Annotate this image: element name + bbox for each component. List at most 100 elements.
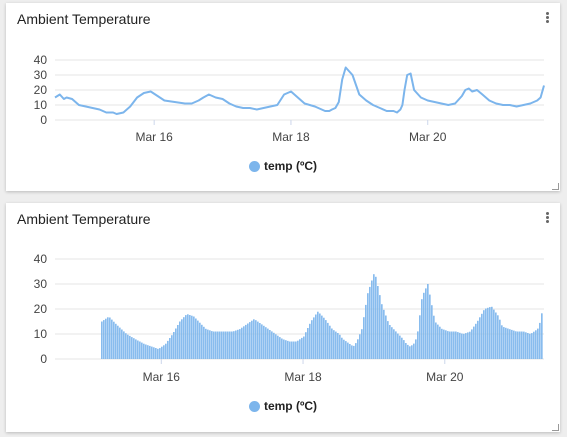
bar: [329, 325, 331, 359]
bar: [407, 344, 409, 359]
series-line: [54, 66, 545, 115]
bar: [291, 341, 293, 359]
bar: [457, 332, 459, 359]
resize-handle-icon[interactable]: [552, 183, 559, 190]
bar: [357, 339, 359, 359]
bar: [471, 329, 473, 359]
bar: [235, 330, 237, 359]
bar: [293, 341, 295, 359]
bar: [419, 315, 421, 359]
bar: [493, 309, 495, 359]
bar: [455, 331, 457, 359]
bar: [295, 341, 297, 359]
bar: [405, 343, 407, 359]
bar: [289, 341, 291, 359]
bar: [539, 322, 541, 359]
more-vert-icon[interactable]: [544, 12, 550, 26]
chart-legend[interactable]: temp (ºC): [6, 159, 560, 173]
bar: [377, 286, 379, 359]
bar: [511, 329, 513, 359]
bar: [231, 331, 233, 359]
bar: [363, 317, 365, 359]
bar: [341, 337, 343, 359]
bar: [331, 328, 333, 359]
bar: [151, 346, 153, 359]
bar: [349, 344, 351, 359]
bar: [141, 342, 143, 359]
bar: [373, 274, 375, 359]
bar: [283, 339, 285, 359]
bar-chart: 0 10 20 30 40 Mar 16 Mar 18 Mar 20: [34, 252, 544, 384]
bar: [441, 328, 443, 359]
y-tick-label: 10: [34, 327, 48, 341]
bar: [305, 332, 307, 359]
bar: [525, 332, 527, 359]
bar: [435, 322, 437, 359]
bar: [513, 330, 515, 359]
bar: [203, 326, 205, 359]
bar: [335, 331, 337, 359]
bar: [463, 333, 465, 359]
bar: [439, 326, 441, 359]
bar: [157, 348, 159, 359]
bar: [193, 316, 195, 359]
x-tick-label: Mar 20: [426, 370, 464, 384]
y-tick-label: 20: [34, 302, 48, 316]
bar: [239, 329, 241, 359]
bar: [197, 320, 199, 359]
bar: [189, 315, 191, 359]
bar: [255, 320, 257, 359]
bar: [381, 304, 383, 359]
bar: [253, 319, 255, 359]
bar: [223, 331, 225, 359]
bar: [205, 328, 207, 359]
bar: [519, 331, 521, 359]
bar: [251, 320, 253, 359]
bar: [387, 321, 389, 359]
bar: [399, 335, 401, 359]
bar: [461, 333, 463, 359]
bar: [135, 339, 137, 359]
bar: [497, 315, 499, 359]
more-vert-icon[interactable]: [544, 212, 550, 226]
resize-handle-icon[interactable]: [552, 424, 559, 431]
bar: [299, 339, 301, 359]
y-tick-label: 0: [40, 113, 47, 127]
bar: [375, 276, 377, 359]
bar: [495, 312, 497, 359]
y-tick-label: 40: [34, 53, 48, 67]
x-tick-label: Mar 18: [272, 130, 310, 144]
bar: [327, 322, 329, 359]
bar: [515, 331, 517, 359]
bar: [281, 338, 283, 359]
bar: [447, 331, 449, 359]
bar: [155, 348, 157, 359]
bar: [361, 329, 363, 359]
bar: [527, 333, 529, 359]
bar: [371, 280, 373, 359]
bar: [483, 310, 485, 359]
bar: [285, 340, 287, 359]
bar: [421, 299, 423, 359]
bar: [257, 321, 259, 359]
bar: [353, 345, 355, 359]
bar: [161, 346, 163, 359]
bar: [243, 326, 245, 359]
bar: [279, 337, 281, 359]
bar: [167, 340, 169, 359]
bar: [201, 324, 203, 359]
bar: [311, 320, 313, 359]
bar: [233, 331, 235, 359]
bar: [145, 344, 147, 359]
bar: [521, 331, 523, 359]
bar: [475, 323, 477, 359]
bar: [485, 308, 487, 359]
bar: [181, 319, 183, 359]
chart-legend[interactable]: temp (ºC): [6, 399, 560, 413]
y-tick-label: 30: [34, 277, 48, 291]
bar: [109, 317, 111, 359]
bar: [287, 340, 289, 359]
bar: [499, 319, 501, 359]
bar: [413, 343, 415, 359]
bar: [263, 325, 265, 359]
